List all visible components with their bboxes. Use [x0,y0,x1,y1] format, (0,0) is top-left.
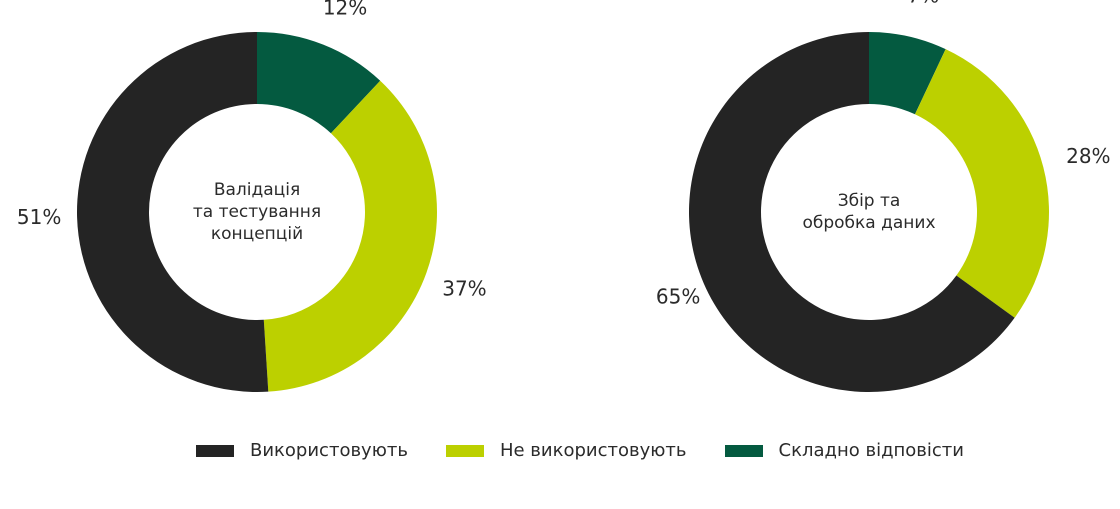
legend-item-hard: Складно відповісти [724,440,964,461]
donut-1-value-label-3: 51% [17,205,61,229]
donut-charts: 12% 37% 51% Валідація та тестування концепцій… [17,0,1111,392]
donut-2-value-label-1: 7% [907,0,939,8]
legend-label-hard: Складно відповісти [778,440,964,461]
donut-2-center-line-1: Збір та [838,191,901,211]
donut-2-center-line-2: обробка даних [802,213,935,233]
donut-2-slice-2 [914,49,1049,318]
donut-2-value-label-3: 65% [656,285,700,309]
donut-1-value-label-1: 12% [323,0,367,19]
legend: Використовують Не використовують Складно… [196,440,964,461]
donut-1-center-line-1: Валідація [214,180,300,200]
donut-2-value-label-2: 28% [1066,144,1110,168]
donut-1-center-label: Валідація та тестування концепцій [193,180,321,244]
donut-2-center-label: Збір та обробка даних [802,191,935,233]
legend-label-not-use: Не використовують [499,440,687,461]
legend-swatch-not-use [445,444,484,457]
donut-1-slice-3 [77,32,269,392]
legend-item-use: Використовують [196,440,408,461]
legend-item-not-use: Не використовують [445,440,687,461]
donut-2-slice-3 [689,32,1015,392]
legend-label-use: Використовують [250,440,408,461]
donut-1-slice-1 [257,32,381,134]
donut-1-center-line-2: та тестування [193,202,321,222]
donut-2-slice-1 [869,32,946,115]
donut-1-slice-2 [263,80,438,392]
donut-1-value-label-2: 37% [442,276,486,300]
legend-swatch-hard [724,444,763,457]
donut-1-center-line-3: концепцій [211,224,303,244]
legend-swatch-use [196,444,234,457]
